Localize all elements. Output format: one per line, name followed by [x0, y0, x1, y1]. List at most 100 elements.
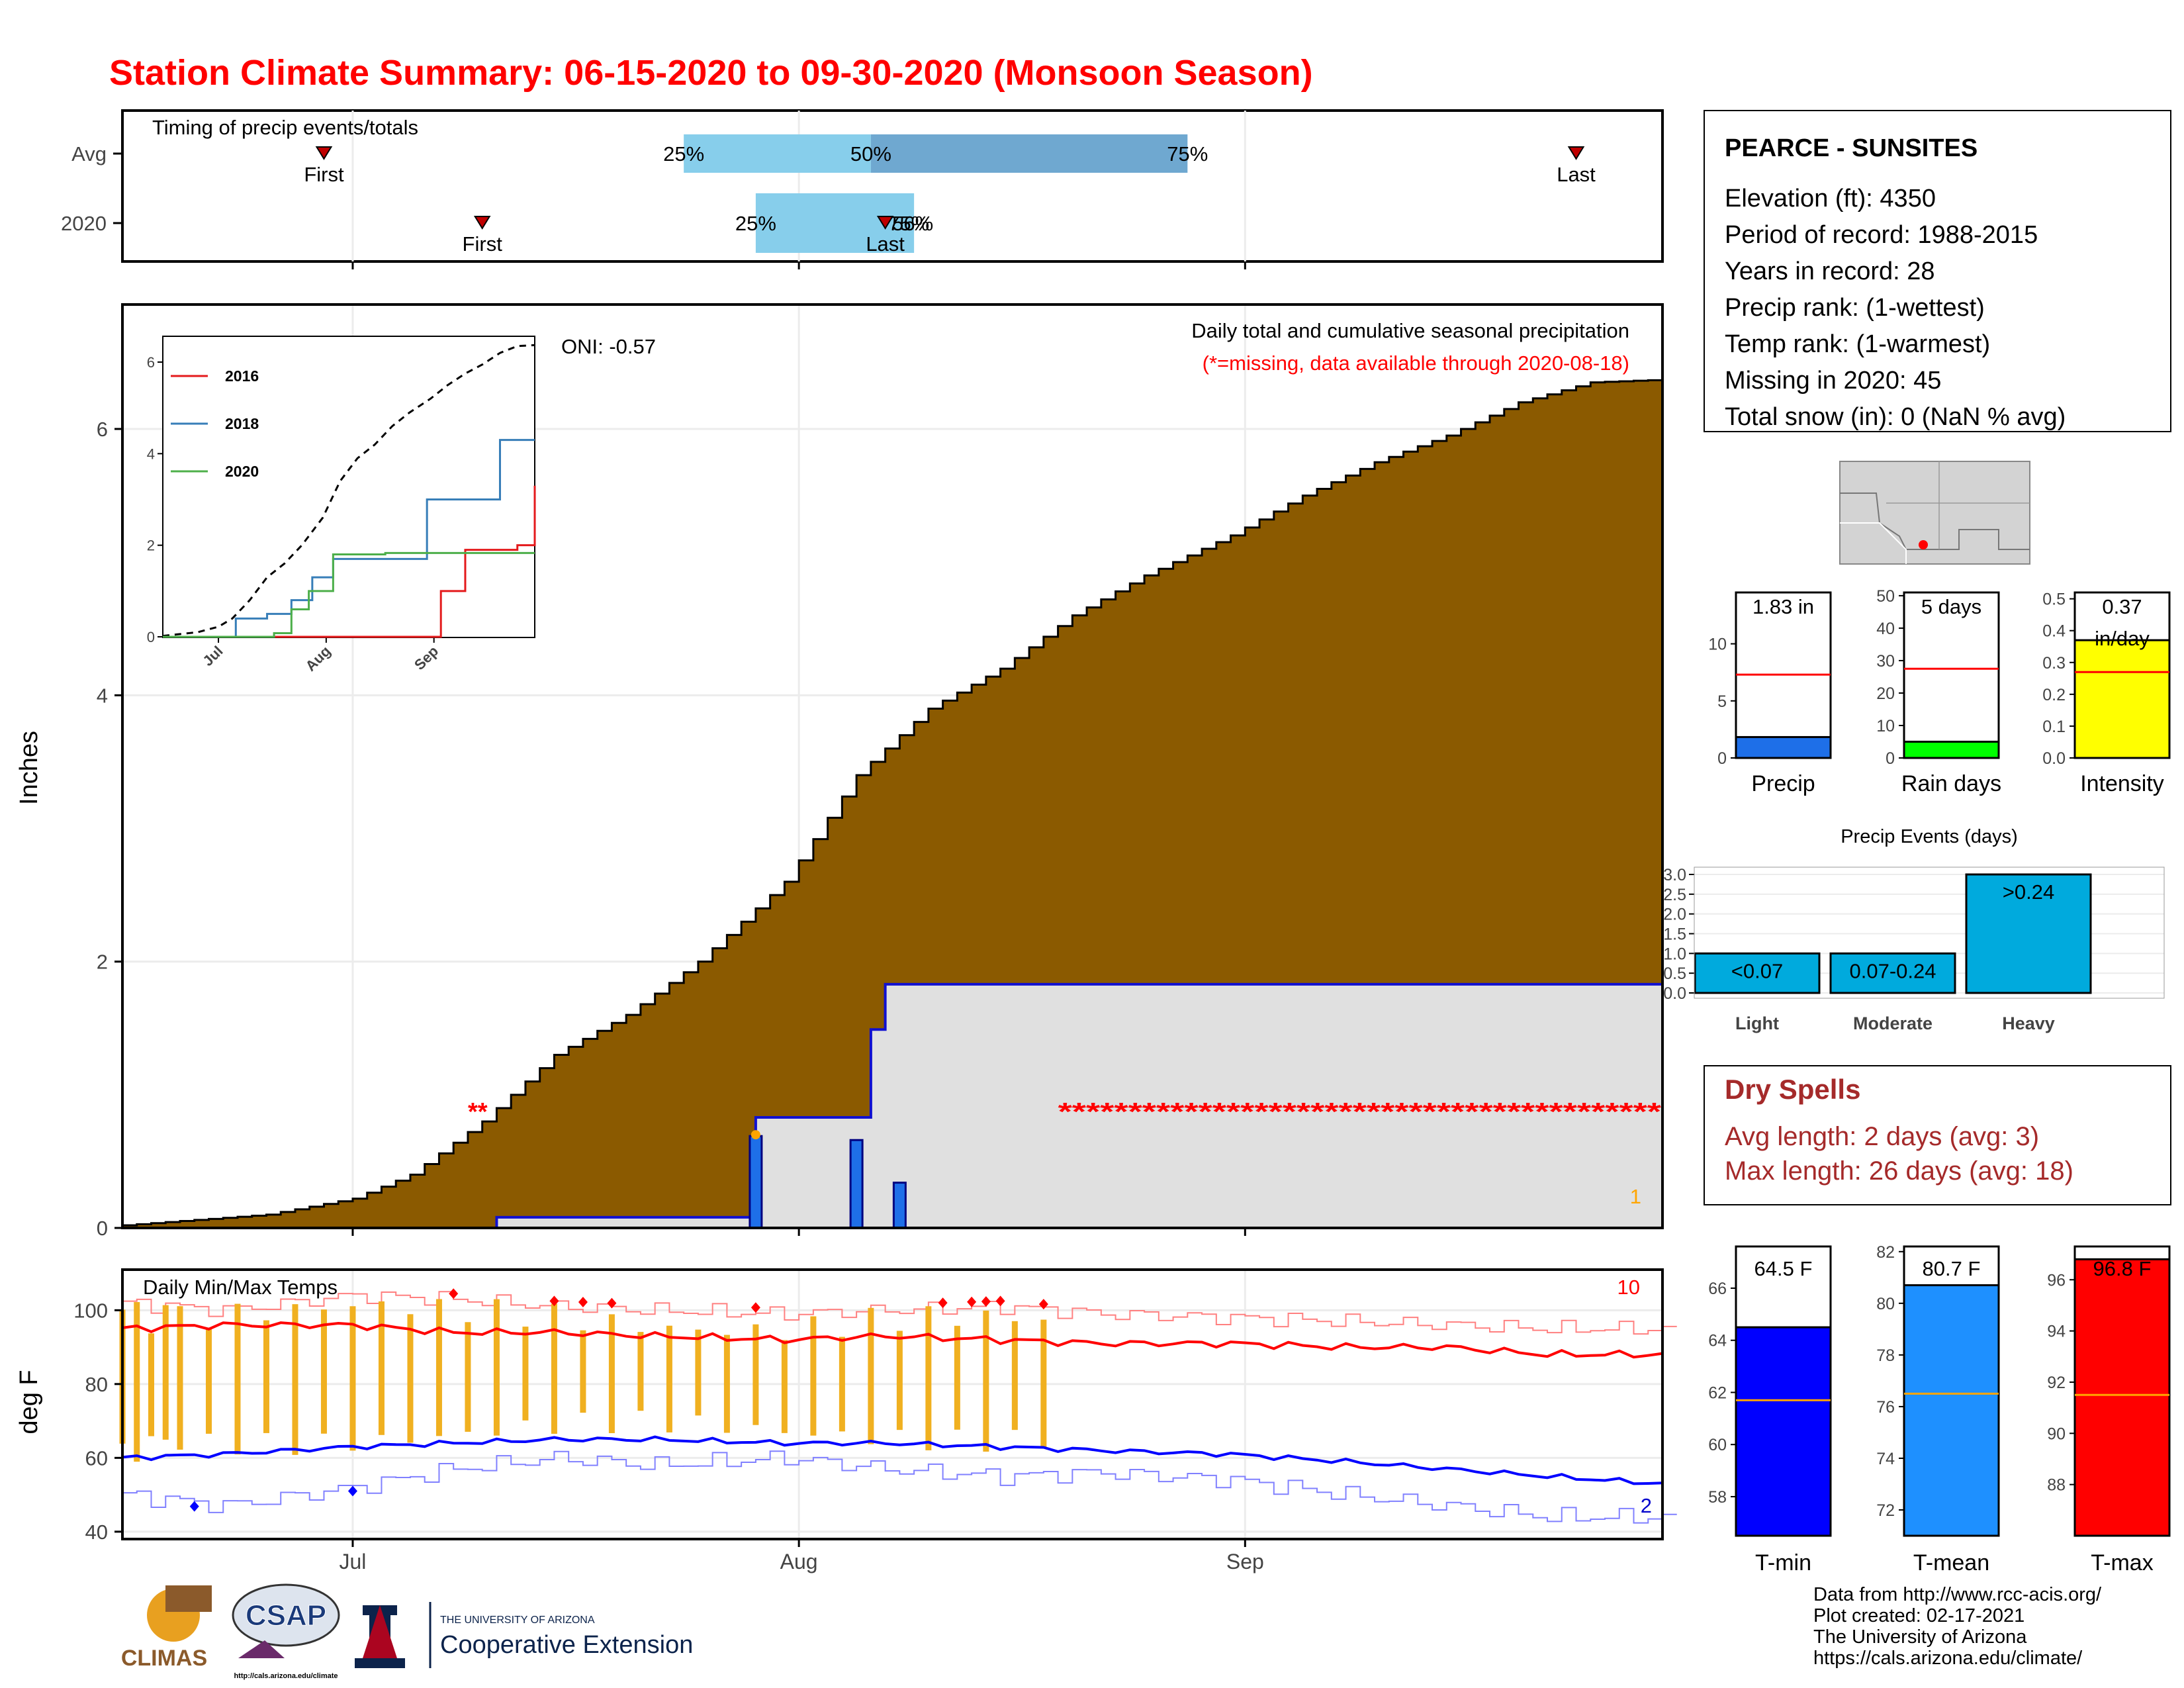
- mini-bar-value-unit: in/day: [2095, 627, 2150, 650]
- daily-temp-range-bar: [522, 1327, 529, 1421]
- mini-bar-value-label: 0.37: [2102, 595, 2142, 618]
- temp-y-tick-label: 40: [85, 1521, 108, 1544]
- precip-y-tick-label: 0: [97, 1217, 108, 1240]
- record-max-marker: [549, 1295, 559, 1307]
- temp-bar-chart-2: 96.8 F 88 90 92 94 96 T-max: [2047, 1245, 2171, 1575]
- daily-temp-range-bar: [292, 1304, 298, 1455]
- ua-name-text: THE UNIVERSITY OF ARIZONA: [440, 1615, 595, 1626]
- dry-spells-avg: Avg length: 2 days (avg: 3): [1725, 1122, 2039, 1151]
- dry-spells-box: [1704, 1065, 2171, 1205]
- daily-temp-range-bar: [407, 1314, 414, 1443]
- daily-temp-range-bar: [752, 1324, 759, 1425]
- record-max-marker: [1038, 1299, 1048, 1310]
- mini-bar-tick-label: 0.3: [2042, 654, 2066, 673]
- timing-last-label: Last: [1557, 163, 1596, 186]
- daily-temp-range-bar: [608, 1314, 615, 1433]
- precip-count-label: 1: [1630, 1185, 1641, 1208]
- temp-bar-tick-label: 90: [2047, 1425, 2066, 1443]
- mini-bar-tick-label: 20: [1876, 684, 1895, 703]
- daily-temp-range-bar: [177, 1306, 183, 1450]
- daily-temp-range-bar: [378, 1301, 385, 1435]
- station-info-line: Missing in 2020: 45: [1725, 367, 1941, 395]
- mini-bar-tick-label: 40: [1876, 620, 1895, 638]
- timing-first-label: First: [463, 232, 503, 256]
- daily-temp-range-bar: [1040, 1319, 1047, 1448]
- daily-temp-range-bar: [134, 1301, 140, 1462]
- precip-events-tick-label: 3.0: [1663, 866, 1686, 884]
- precip-events-range-label: <0.07: [1731, 959, 1783, 982]
- credit-line: The University of Arizona: [1813, 1626, 2027, 1648]
- temp-bar-tick-label: 74: [1876, 1450, 1895, 1468]
- daily-temp-range-bar: [162, 1305, 169, 1440]
- record-max-marker: [449, 1288, 459, 1299]
- daily-temp-range-bar: [205, 1329, 212, 1434]
- precip-events-category-label: Light: [1735, 1013, 1779, 1033]
- temp-bar-tick-label: 62: [1708, 1383, 1727, 1402]
- inset-legend-label: 2016: [225, 367, 259, 385]
- mini-bar-frame: [1903, 591, 2000, 759]
- station-location-dot: [1919, 540, 1928, 549]
- temp-bar-tick-label: 94: [2047, 1323, 2066, 1341]
- temp-bar-value-label: 64.5 F: [1754, 1257, 1813, 1280]
- mini-bar-tick-label: 0.4: [2042, 622, 2066, 641]
- timing-p75-label: 75%: [888, 212, 929, 235]
- credit-line: Data from http://www.rcc-acis.org/: [1813, 1584, 2102, 1605]
- timing-p50-label: 56%: [892, 212, 933, 235]
- temp-bar-value-label: 96.8 F: [2093, 1257, 2152, 1280]
- inset-average-line: [162, 344, 535, 637]
- mini-bar-label: Intensity: [2080, 771, 2164, 796]
- observed-cumulative-line: [122, 982, 1662, 1229]
- record-max-line: [122, 1291, 1677, 1335]
- precip-events-tick-label: 0.5: [1663, 964, 1686, 983]
- timing-first-label: First: [304, 163, 344, 186]
- precip-events-tick-label: 1.0: [1663, 945, 1686, 963]
- precip-y-tick-label: 6: [97, 418, 108, 441]
- record-max-marker: [938, 1297, 948, 1309]
- mini-bar-tick-label: 0.1: [2042, 718, 2066, 736]
- daily-temp-range-bar: [551, 1303, 557, 1434]
- precip-events-title: Precip Events (days): [1841, 826, 2018, 847]
- mini-bar-label: Rain days: [1901, 771, 2001, 796]
- timing-last-marker: [1567, 146, 1585, 160]
- record-max-marker: [751, 1302, 760, 1313]
- mini-bar-value: [1903, 740, 2000, 759]
- timing-last-marker: [876, 216, 894, 230]
- record-min-marker: [347, 1485, 357, 1497]
- missing-markers-july: **: [468, 1098, 488, 1126]
- precip-events-tick-label: 2.5: [1663, 886, 1686, 904]
- precip-events-tick-label: 2.0: [1663, 906, 1686, 924]
- footer-logos: CLIMAS CSAP http://cals.arizona.edu/climat…: [121, 1583, 693, 1680]
- precip-events-bar: [1829, 952, 1956, 994]
- daily-temp-range-bar: [435, 1299, 442, 1436]
- oni-label: ONI: -0.57: [561, 335, 656, 358]
- daily-temp-range-bar: [983, 1310, 989, 1452]
- record-min-line: [122, 1450, 1677, 1524]
- timing-bar-50-75: [870, 134, 1188, 173]
- mini-bar-tick-label: 50: [1876, 587, 1895, 606]
- daily-temp-range-bar: [810, 1316, 817, 1436]
- precip-events-range-label: >0.24: [2003, 880, 2054, 904]
- avg-max-temp-line: [122, 1321, 1663, 1359]
- temp-bar-chart-0: 64.5 F 58 60 62 64 66 T-min: [1708, 1245, 1832, 1575]
- daily-temp-range-bar: [896, 1331, 903, 1430]
- inset-y-tick-label: 0: [147, 629, 155, 645]
- record-max-marker: [607, 1297, 617, 1309]
- max-daily-precip-marker: [751, 1130, 760, 1140]
- daily-temp-range-bar: [148, 1333, 154, 1436]
- timing-p50-label: 50%: [850, 142, 891, 165]
- temp-min-count: 2: [1641, 1494, 1652, 1517]
- csap-logo-mountain: [238, 1640, 285, 1658]
- mini-bar-value: [1735, 735, 1832, 759]
- temp-bar-value: [1735, 1326, 1832, 1537]
- temp-bar-label: T-min: [1755, 1550, 1811, 1575]
- timing-last-label: Last: [866, 232, 905, 256]
- mini-bar-chart-2: 0.37 in/day 0.0 0.1 0.2 0.3 0.4 0.5 Intensity: [2042, 590, 2171, 796]
- climas-logo-shape: [165, 1585, 212, 1612]
- temp-y-axis-label: deg F: [15, 1370, 43, 1434]
- map-frame: [1839, 461, 2030, 565]
- station-info-box: [1704, 110, 2171, 432]
- ua-logo-a: [363, 1605, 397, 1658]
- inset-series-line: [163, 439, 535, 638]
- precip-events-bar: [1694, 952, 1821, 994]
